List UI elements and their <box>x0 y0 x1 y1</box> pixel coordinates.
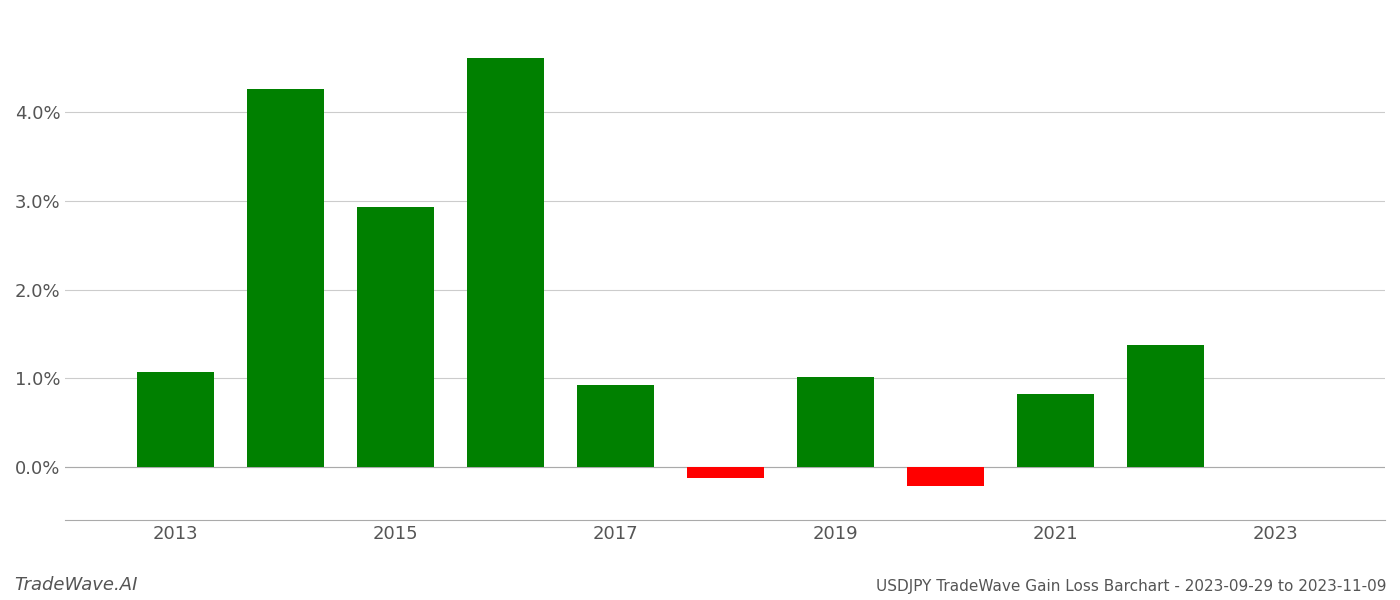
Bar <box>466 58 543 467</box>
Bar <box>907 467 984 487</box>
Bar <box>246 89 323 467</box>
Bar <box>1127 344 1204 467</box>
Bar <box>797 377 874 467</box>
Bar <box>137 372 214 467</box>
Bar <box>357 208 434 467</box>
Bar <box>577 385 654 467</box>
Text: TradeWave.AI: TradeWave.AI <box>14 576 137 594</box>
Bar <box>1016 394 1093 467</box>
Text: USDJPY TradeWave Gain Loss Barchart - 2023-09-29 to 2023-11-09: USDJPY TradeWave Gain Loss Barchart - 20… <box>875 579 1386 594</box>
Bar <box>687 467 764 478</box>
